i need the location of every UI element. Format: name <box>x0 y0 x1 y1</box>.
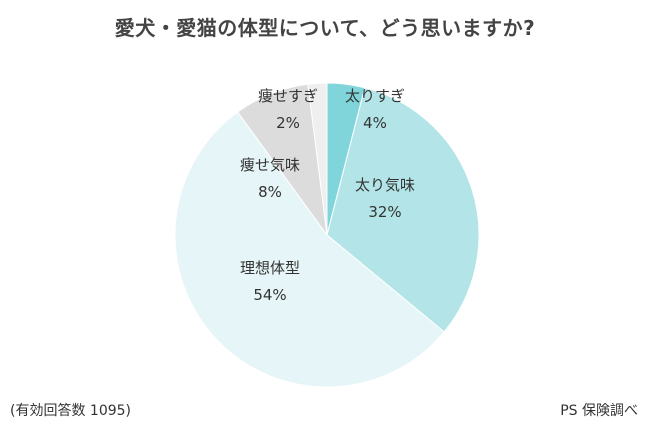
chart-title: 愛犬・愛猫の体型について、どう思いますか? <box>114 16 536 40</box>
response-count-note: (有効回答数 1095) <box>10 403 132 419</box>
source-note: PS 保険調べ <box>560 403 638 419</box>
slice-value-3: 54% <box>253 286 286 304</box>
pie-slices <box>174 82 480 388</box>
slice-label-5: 痩せすぎ <box>258 87 318 105</box>
slice-value-1: 4% <box>363 114 387 132</box>
pie-slice-2 <box>326 87 480 333</box>
slice-label-3: 理想体型 <box>240 259 300 277</box>
pie-labels: 太りすぎ 4% 太り気味 32% 理想体型 54% 痩せ気味 8% 痩せすぎ 2% <box>240 87 415 304</box>
slice-value-4: 8% <box>258 183 282 201</box>
slice-value-5: 2% <box>276 114 300 132</box>
slice-label-1: 太りすぎ <box>345 87 405 105</box>
pie-slice-3 <box>174 111 445 388</box>
slice-value-2: 32% <box>368 203 401 221</box>
slice-label-4: 痩せ気味 <box>240 156 300 174</box>
slice-label-2: 太り気味 <box>355 176 415 194</box>
pie-slice-5 <box>307 82 328 236</box>
